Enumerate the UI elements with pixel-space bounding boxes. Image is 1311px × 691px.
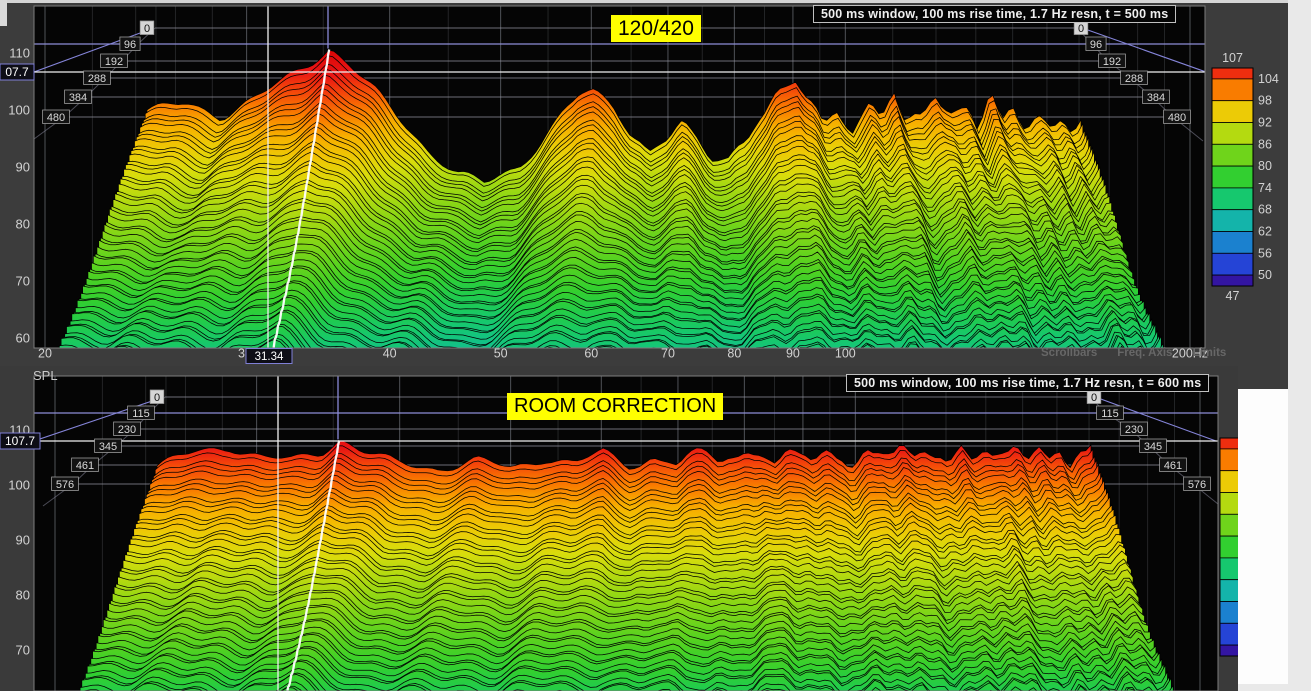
cursor-crosshair (34, 6, 1205, 348)
peak-trace-line (272, 49, 331, 348)
svg-text:288: 288 (88, 73, 106, 85)
svg-text:60: 60 (16, 331, 30, 346)
svg-text:07.7: 07.7 (5, 65, 29, 79)
svg-text:0: 0 (1091, 392, 1097, 404)
svg-text:80: 80 (16, 217, 30, 232)
plot-annotation-label-top: 120/420 (611, 15, 701, 42)
svg-text:230: 230 (1125, 424, 1143, 436)
svg-text:96: 96 (1090, 39, 1102, 51)
limits-button[interactable]: Limits (1192, 347, 1227, 359)
svg-text:98: 98 (1258, 94, 1272, 108)
svg-text:110: 110 (9, 46, 30, 61)
scrollbars-button[interactable]: Scrollbars (1041, 347, 1098, 359)
svg-text:0: 0 (1078, 23, 1084, 35)
svg-text:3: 3 (238, 347, 245, 361)
freq-axis-button[interactable]: Freq. Axis (1117, 347, 1173, 359)
svg-text:74: 74 (1258, 181, 1272, 195)
cursor-freq-readout (245, 348, 293, 364)
waterfall-surface (58, 49, 1166, 348)
svg-text:70: 70 (16, 274, 30, 289)
window-edge-artifact (0, 0, 7, 26)
plot-annotation-label-bottom: ROOM CORRECTION (507, 393, 724, 420)
plot-border (33, 375, 1219, 691)
background-document-panel (1238, 389, 1288, 684)
spl-axis-title: SPL (33, 368, 58, 383)
svg-text:70: 70 (661, 347, 675, 361)
svg-text:62: 62 (1258, 225, 1272, 239)
svg-text:576: 576 (56, 479, 74, 491)
window-top-edge (0, 0, 1288, 3)
svg-text:0: 0 (154, 392, 160, 404)
svg-text:68: 68 (1258, 203, 1272, 217)
rew-waterfall-window-top: 110 100 90 80 70 60 0 0 96 96 192 192 288 288 384 384 48… (0, 0, 1288, 389)
svg-text:50: 50 (1258, 268, 1272, 282)
svg-text:115: 115 (1101, 408, 1119, 420)
svg-text:90: 90 (16, 160, 30, 175)
svg-text:384: 384 (69, 92, 87, 104)
svg-text:80: 80 (727, 347, 741, 361)
svg-text:230: 230 (118, 424, 136, 436)
svg-text:480: 480 (1168, 112, 1186, 124)
rew-waterfall-window-bottom: 110 100 90 80 70 0 0 115 115 230 230 345 345 461 461 57… (0, 366, 1238, 691)
svg-text:70: 70 (16, 643, 30, 658)
svg-text:90: 90 (16, 533, 30, 548)
svg-text:40: 40 (383, 347, 397, 361)
svg-text:47: 47 (1226, 289, 1240, 303)
svg-text:107: 107 (1222, 51, 1243, 65)
svg-text:100: 100 (8, 478, 30, 493)
window-settings-note-bottom: 500 ms window, 100 ms rise time, 1.7 Hz … (846, 374, 1210, 392)
svg-text:100: 100 (8, 103, 30, 118)
svg-text:480: 480 (47, 112, 65, 124)
cursor-spl-readout (0, 63, 35, 81)
cursor-spl-readout (0, 432, 41, 450)
svg-text:107.7: 107.7 (5, 434, 35, 448)
svg-text:288: 288 (1125, 73, 1143, 85)
svg-text:60: 60 (584, 347, 598, 361)
svg-text:80: 80 (1258, 159, 1272, 173)
svg-text:86: 86 (1258, 137, 1272, 151)
svg-text:96: 96 (124, 39, 136, 51)
svg-text:0: 0 (144, 23, 150, 35)
svg-text:115: 115 (132, 408, 150, 420)
peak-trace-line (286, 440, 341, 691)
svg-text:50: 50 (494, 347, 508, 361)
svg-text:192: 192 (105, 56, 123, 68)
svg-text:576: 576 (1188, 479, 1206, 491)
svg-text:384: 384 (1147, 92, 1165, 104)
svg-text:20: 20 (38, 347, 52, 361)
svg-text:345: 345 (1144, 441, 1162, 453)
colorbar: 107 47 104 98 92 86 80 74 68 62 56 50 (1211, 51, 1279, 303)
svg-text:104: 104 (1258, 72, 1279, 86)
svg-text:31.34: 31.34 (255, 351, 284, 363)
svg-text:192: 192 (1103, 56, 1121, 68)
svg-text:80: 80 (16, 588, 30, 603)
svg-text:200Hz: 200Hz (1172, 347, 1208, 361)
svg-text:461: 461 (1164, 460, 1182, 472)
plot-border (33, 5, 1206, 349)
svg-text:90: 90 (786, 347, 800, 361)
waterfall-surface (79, 440, 1176, 691)
graph-controls-bar: Scrollbars Freq. Axis Limits (1041, 347, 1226, 359)
svg-text:345: 345 (99, 441, 117, 453)
svg-text:100: 100 (835, 347, 856, 361)
svg-text:92: 92 (1258, 116, 1272, 130)
window-settings-note-top: 500 ms window, 100 ms rise time, 1.7 Hz … (813, 5, 1177, 23)
svg-text:56: 56 (1258, 246, 1272, 260)
cursor-crosshair (34, 376, 1218, 691)
svg-text:461: 461 (76, 460, 94, 472)
colorbar (1219, 437, 1238, 657)
